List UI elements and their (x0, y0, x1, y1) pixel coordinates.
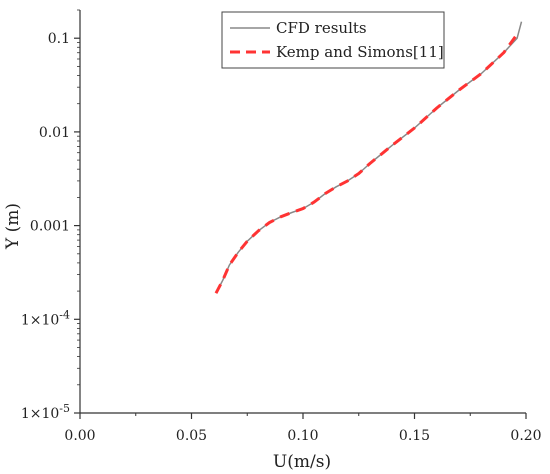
x-tick-label: 0.10 (287, 428, 318, 444)
legend-box (221, 11, 445, 69)
series-layer (214, 21, 523, 294)
axes: 0.00 0.05 0.10 0.15 0.20 1×10-5 1×10-4 0.001 0.0… (21, 9, 542, 444)
legend: CFD results Kemp and Simons[11] (221, 11, 445, 69)
y-tick-label: 0.01 (39, 125, 70, 141)
y-tick-label: 0.001 (30, 219, 70, 235)
x-tick-label: 0.05 (176, 428, 207, 444)
legend-label-kemp: Kemp and Simons[11] (276, 43, 444, 61)
series-line-kemp (214, 33, 519, 294)
y-tick-label: 0.1 (48, 31, 70, 47)
x-tick-label: 0.00 (64, 428, 95, 444)
x-axis-label: U(m/s) (273, 452, 331, 472)
y-tick-label: 1×10-4 (21, 308, 70, 328)
y-tick-label: 1×10-5 (21, 402, 70, 422)
legend-label-cfd: CFD results (276, 19, 367, 37)
y-axis-label: Y (m) (3, 203, 23, 250)
x-tick-label: 0.20 (510, 428, 541, 444)
x-tick-label: 0.15 (399, 428, 430, 444)
